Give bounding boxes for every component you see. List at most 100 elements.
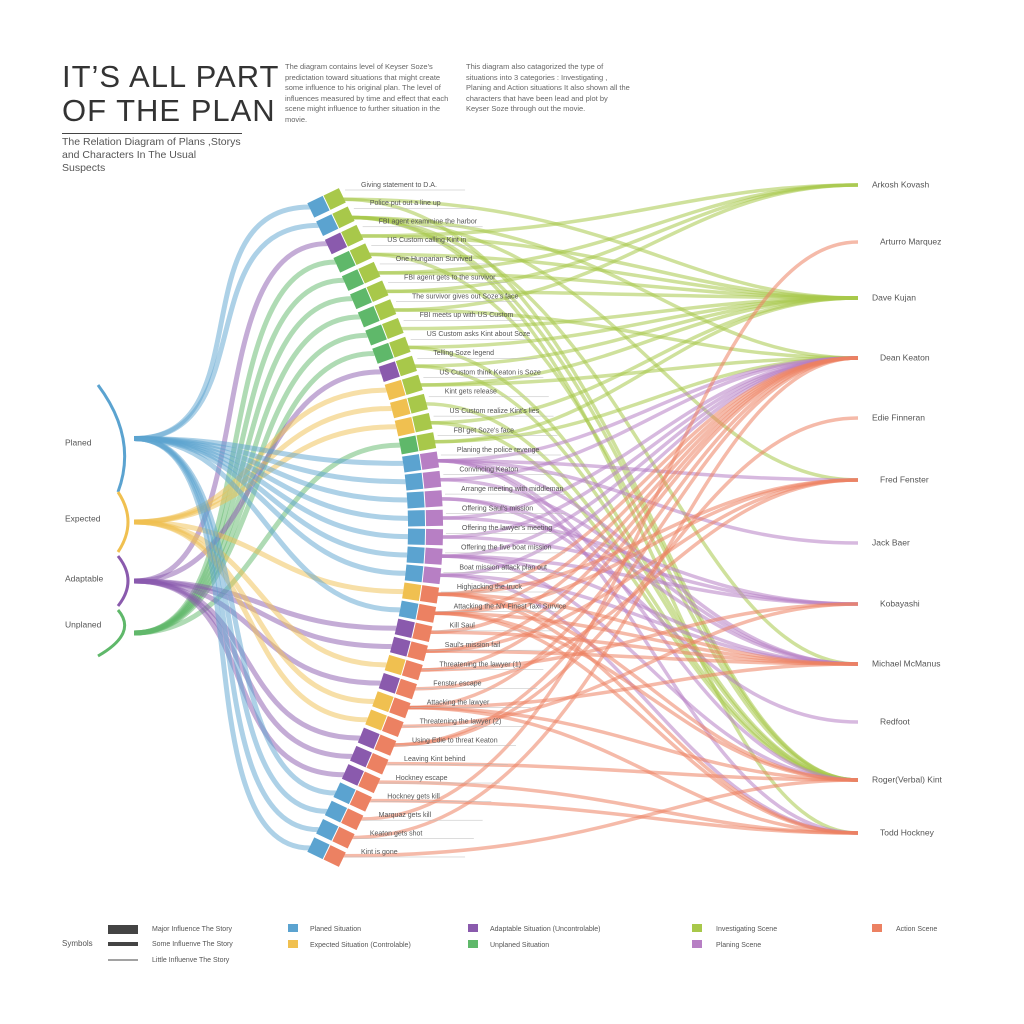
character-flow [351,215,859,360]
scene-label: Giving statement to D.A. [361,182,437,189]
scene-label: Police put out a line up [370,200,441,207]
legend-label: Investigating Scene [716,926,777,933]
scene [341,261,381,291]
scene [394,618,433,643]
scene-label: Kint gets release [445,389,497,396]
situation-square [341,269,364,291]
kind-square [323,188,346,210]
character-label: Fred Fenster [880,474,929,484]
situation-flow [133,519,404,595]
legend-swatch [468,924,478,932]
kind-square [401,374,423,395]
scene-label: Fenster escape [433,680,481,687]
scene [350,745,389,775]
character-flow [392,183,859,312]
scene-label: Highjacking the truck [457,584,522,591]
kind-square [382,715,404,738]
situation-square [406,546,425,564]
character-label: Dean Keaton [880,352,930,362]
scene-label: Attacking the lawyer [427,700,490,707]
character-flow [433,611,859,835]
description: This diagram also catagorized the type o… [466,62,630,113]
scene [406,546,443,565]
scene [333,243,372,273]
scene-label: Offering the five boat mission [461,545,552,552]
character-flow [407,662,859,710]
kind-square [416,432,437,452]
kind-square [424,547,443,565]
category-label: Adaptable [65,573,104,583]
legend-label: Major Influence The Story [152,926,233,933]
situation-square [333,782,356,805]
character-label: Michael McManus [872,658,941,668]
scene [372,336,411,364]
nodes: Planed Expected Adaptable Unplaned Arkosh Ko… [65,179,943,867]
category-label: Planed [65,437,92,447]
scene [404,470,442,491]
kind-square [395,355,417,377]
legend-label: Planing Scene [716,942,761,949]
scene-label: One Hungarian Survived [396,256,473,263]
category-label: Unplaned [65,619,102,629]
scene [398,600,437,623]
scene [402,582,440,604]
character-label: Roger(Verbal) Kint [872,774,943,784]
situation-flow [133,241,328,584]
legend-symbol [108,925,138,934]
kind-square [341,808,364,831]
category-arc [116,555,130,607]
situation-square [341,764,364,786]
scene-label: Marquaz gets kill [379,812,432,819]
character-flow [385,289,859,300]
character-label: Redfoot [880,716,910,726]
description: The diagram contains level of Keyser Soz… [285,62,449,124]
situation-flow [133,442,401,636]
situation-square [350,745,372,768]
scene-label: The survivor gives out Soze's face [412,293,518,300]
situation-square [404,472,424,491]
kind-square [422,566,442,585]
scene [378,355,417,382]
legend-swatch [692,924,702,932]
situation-square [394,416,415,437]
scene-label: Offering Saul's mission [462,506,533,513]
situation-square [384,654,406,676]
category-label: Expected [65,513,101,523]
scene [350,280,389,310]
character-flow [400,602,859,729]
kind-square [395,678,417,700]
legend-label: Unplaned Situation [490,942,549,949]
situation-square [394,618,415,639]
scene [404,564,442,585]
legend-label: Planed Situation [310,926,361,933]
scene-label: Boat mission attack plan out [459,564,547,571]
scene [341,764,381,794]
character-flow [359,183,859,238]
situation-square [402,454,422,473]
character-flow [342,778,859,858]
situation-square [357,306,380,328]
situation-square [365,709,387,731]
character-label: Edie Finneran [872,412,925,422]
character-label: Dave Kujan [872,292,916,302]
kind-square [366,753,389,775]
situation-square [350,287,372,310]
scene [407,509,444,527]
kind-square [412,412,433,433]
situation-flow [133,222,319,441]
character-flow [368,252,859,782]
situation-square [398,435,419,455]
kind-square [358,771,381,794]
scene-label: Saul's mission fail [445,642,501,649]
title-line: OF THE PLAN [62,93,276,128]
character-label: Arturro Marquez [880,236,941,246]
kind-square [341,224,364,247]
legend-label: Expected Situation (Controlable) [310,942,411,949]
character-flow [437,459,859,482]
kind-square [323,845,346,867]
scene [398,432,437,455]
scene-label: Planing the police revenge [457,447,540,454]
legend-swatch [872,924,882,932]
scene-label: US Custom calling Kint in [387,237,466,244]
